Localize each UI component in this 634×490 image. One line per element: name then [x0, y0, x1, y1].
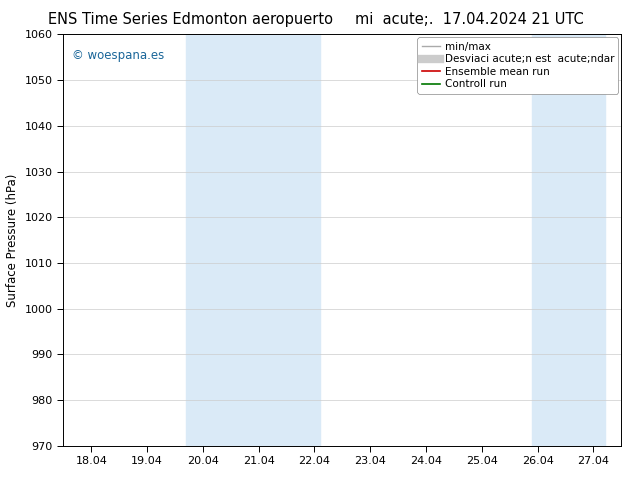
Legend: min/max, Desviaci acute;n est  acute;ndar, Ensemble mean run, Controll run: min/max, Desviaci acute;n est acute;ndar… — [417, 37, 618, 94]
Bar — [532, 34, 605, 446]
Text: ENS Time Series Edmonton aeropuerto: ENS Time Series Edmonton aeropuerto — [48, 12, 333, 27]
Text: © woespana.es: © woespana.es — [72, 49, 164, 62]
Bar — [186, 34, 320, 446]
Text: mi  acute;.  17.04.2024 21 UTC: mi acute;. 17.04.2024 21 UTC — [355, 12, 583, 27]
Y-axis label: Surface Pressure (hPa): Surface Pressure (hPa) — [6, 173, 19, 307]
